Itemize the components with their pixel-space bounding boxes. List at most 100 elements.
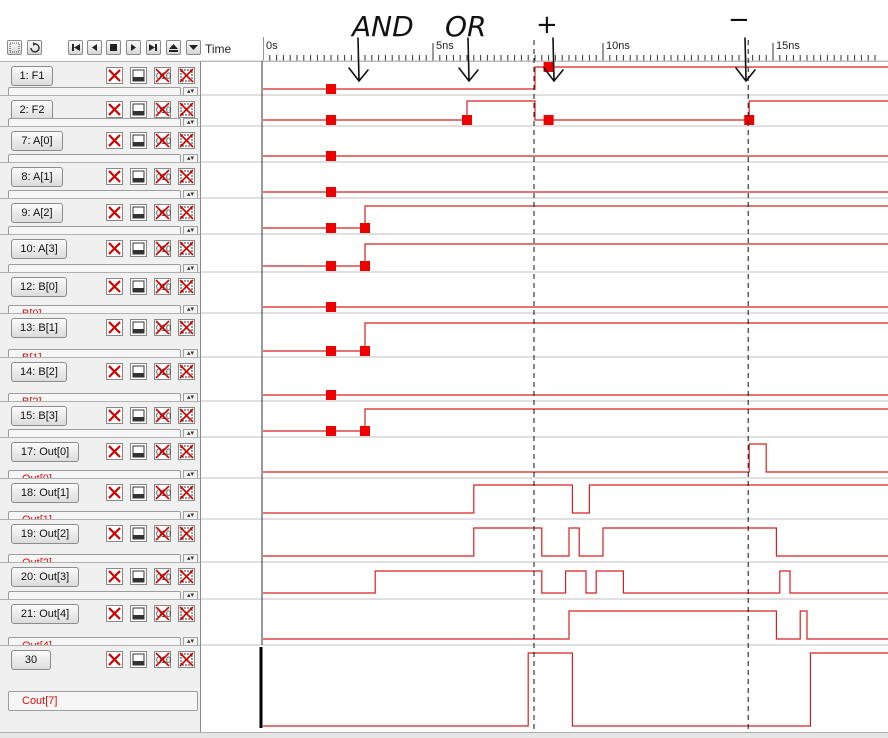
waveform-trace[interactable] xyxy=(263,484,888,514)
select-icon[interactable] xyxy=(7,40,22,55)
force-value-icon[interactable] xyxy=(178,67,195,84)
sublabel-spinner[interactable]: ▴▾ xyxy=(183,190,198,198)
signal-name-button[interactable]: 8: A[1] xyxy=(11,167,63,187)
signal-sublabel[interactable] xyxy=(8,264,181,272)
edit-marker[interactable] xyxy=(326,346,336,356)
signal-row[interactable]: 13: B[1] 0101 B[1]▴▾ xyxy=(0,313,200,357)
sublabel-spinner[interactable]: ▴▾ xyxy=(183,511,198,519)
signal-row[interactable]: 21: Out[4] 0101 Out[4]▴▾ xyxy=(0,599,200,645)
bus-expand-icon[interactable]: 0101 xyxy=(154,605,171,622)
signal-sublabel[interactable] xyxy=(8,591,181,599)
edit-marker[interactable] xyxy=(360,346,370,356)
edit-marker[interactable] xyxy=(462,115,472,125)
force-value-icon[interactable] xyxy=(178,319,195,336)
signal-row[interactable]: 30 0101 Cout[7] xyxy=(0,645,200,732)
edit-marker[interactable] xyxy=(326,390,336,400)
edit-marker[interactable] xyxy=(360,261,370,271)
waveform-trace[interactable] xyxy=(263,205,888,229)
edit-marker[interactable] xyxy=(543,62,554,72)
edit-marker[interactable] xyxy=(543,115,554,125)
waveform-trace[interactable] xyxy=(263,100,888,121)
edit-marker[interactable] xyxy=(326,223,336,233)
sublabel-spinner[interactable]: ▴▾ xyxy=(183,429,198,437)
signal-row[interactable]: 1: F1 0101 ▴▾ xyxy=(0,61,200,95)
signal-name-button[interactable]: 18: Out[1] xyxy=(11,483,79,503)
signal-row[interactable]: 12: B[0] 0101 B[0]▴▾ xyxy=(0,272,200,313)
remove-signal-icon[interactable] xyxy=(106,525,123,542)
signal-row[interactable]: 15: B[3] 0101 ▴▾ xyxy=(0,401,200,437)
force-value-icon[interactable] xyxy=(178,204,195,221)
signal-name-button[interactable]: 17: Out[0] xyxy=(11,442,79,462)
waveform-trace[interactable] xyxy=(263,570,888,594)
force-value-icon[interactable] xyxy=(178,443,195,460)
sublabel-spinner[interactable]: ▴▾ xyxy=(183,118,198,126)
signal-row[interactable]: 19: Out[2] 0101 Out[2]▴▾ xyxy=(0,519,200,562)
signal-sublabel[interactable]: B[2] xyxy=(8,393,181,401)
signal-row[interactable]: 2: F2 0101 ▴▾ xyxy=(0,95,200,126)
waveform-trace[interactable] xyxy=(263,443,888,473)
display-format-icon[interactable] xyxy=(130,525,147,542)
force-value-icon[interactable] xyxy=(178,605,195,622)
display-format-icon[interactable] xyxy=(130,101,147,118)
display-format-icon[interactable] xyxy=(130,651,147,668)
sublabel-spinner[interactable]: ▴▾ xyxy=(183,637,198,645)
remove-signal-icon[interactable] xyxy=(106,407,123,424)
display-format-icon[interactable] xyxy=(130,132,147,149)
sublabel-spinner[interactable]: ▴▾ xyxy=(183,226,198,234)
bus-expand-icon[interactable]: 0101 xyxy=(154,525,171,542)
remove-signal-icon[interactable] xyxy=(106,132,123,149)
sublabel-spinner[interactable]: ▴▾ xyxy=(183,591,198,599)
signal-row[interactable]: 14: B[2] 0101 B[2]▴▾ xyxy=(0,357,200,401)
force-value-icon[interactable] xyxy=(178,651,195,668)
force-value-icon[interactable] xyxy=(178,240,195,257)
display-format-icon[interactable] xyxy=(130,319,147,336)
sublabel-spinner[interactable]: ▴▾ xyxy=(183,154,198,162)
signal-sublabel[interactable]: Out[2] xyxy=(8,554,181,562)
signal-name-button[interactable]: 2: F2 xyxy=(11,100,53,120)
go-start-icon[interactable] xyxy=(68,40,83,55)
force-value-icon[interactable] xyxy=(178,363,195,380)
bus-expand-icon[interactable]: 0101 xyxy=(154,363,171,380)
bus-expand-icon[interactable]: 0101 xyxy=(154,168,171,185)
signal-sublabel[interactable] xyxy=(8,190,181,198)
remove-signal-icon[interactable] xyxy=(106,240,123,257)
sublabel-spinner[interactable]: ▴▾ xyxy=(183,349,198,357)
force-value-icon[interactable] xyxy=(178,101,195,118)
time-ruler[interactable]: 0s 5ns 10ns 15ns xyxy=(263,37,888,61)
signal-name-button[interactable]: 1: F1 xyxy=(11,66,53,86)
signal-row[interactable]: 20: Out[3] 0101 ▴▾ xyxy=(0,562,200,599)
signal-row[interactable]: 18: Out[1] 0101 Out[1]▴▾ xyxy=(0,478,200,519)
remove-signal-icon[interactable] xyxy=(106,168,123,185)
sublabel-spinner[interactable]: ▴▾ xyxy=(183,264,198,272)
sublabel-spinner[interactable]: ▴▾ xyxy=(183,554,198,562)
sublabel-spinner[interactable]: ▴▾ xyxy=(183,87,198,95)
force-value-icon[interactable] xyxy=(178,484,195,501)
bus-expand-icon[interactable]: 0101 xyxy=(154,67,171,84)
signal-row[interactable]: 10: A[3] 0101 ▴▾ xyxy=(0,234,200,272)
play-icon[interactable] xyxy=(126,40,141,55)
display-format-icon[interactable] xyxy=(130,407,147,424)
signal-sublabel[interactable] xyxy=(8,226,181,234)
signal-row[interactable]: 8: A[1] 0101 ▴▾ xyxy=(0,162,200,198)
sublabel-spinner[interactable]: ▴▾ xyxy=(183,393,198,401)
sublabel-spinner[interactable]: ▴▾ xyxy=(183,305,198,313)
signal-sublabel[interactable]: B[0] xyxy=(8,305,181,313)
signal-sublabel[interactable]: Out[0] xyxy=(8,470,181,478)
display-format-icon[interactable] xyxy=(130,278,147,295)
bus-expand-icon[interactable]: 0101 xyxy=(154,240,171,257)
bus-expand-icon[interactable]: 0101 xyxy=(154,204,171,221)
force-value-icon[interactable] xyxy=(178,168,195,185)
signal-name-button[interactable]: 7: A[0] xyxy=(11,131,63,151)
signal-name-button[interactable]: 12: B[0] xyxy=(11,277,67,297)
signal-name-button[interactable]: 14: B[2] xyxy=(11,362,67,382)
remove-signal-icon[interactable] xyxy=(106,363,123,380)
signal-name-button[interactable]: 13: B[1] xyxy=(11,318,67,338)
horizontal-scrollbar[interactable] xyxy=(0,732,888,738)
signal-sublabel[interactable]: Out[4] xyxy=(8,637,181,645)
signal-row[interactable]: 9: A[2] 0101 ▴▾ xyxy=(0,198,200,234)
waveform-trace[interactable] xyxy=(263,652,888,727)
signal-sublabel[interactable] xyxy=(8,87,181,95)
signal-name-button[interactable]: 10: A[3] xyxy=(11,239,67,259)
bus-expand-icon[interactable]: 0101 xyxy=(154,101,171,118)
force-value-icon[interactable] xyxy=(178,407,195,424)
